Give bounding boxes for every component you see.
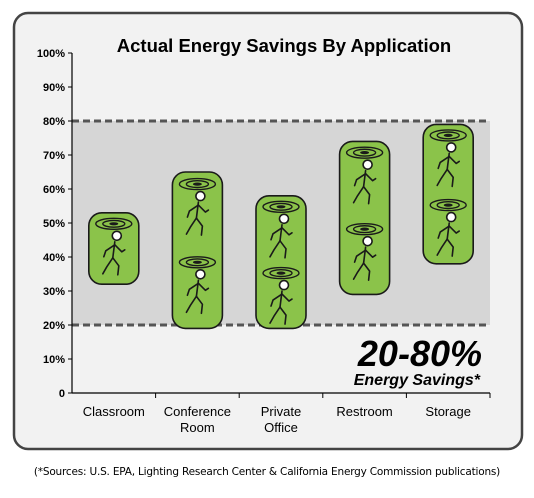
y-tick-label: 0 [59,388,65,400]
motion-sensor-icon [429,129,467,142]
motion-sensor-icon [95,217,133,231]
y-tick-label: 30% [43,286,65,298]
range-pill-restroom [338,140,391,296]
y-tick-label: 90% [43,82,65,94]
range-bar [338,140,391,296]
y-tick-label: 80% [43,116,65,128]
range-pill-classroom [88,212,140,286]
y-tick-label: 20% [43,320,65,332]
walking-person-icon [102,230,126,276]
walking-person-icon [352,235,377,281]
walking-person-icon [436,211,460,257]
y-tick-label: 60% [43,184,65,196]
walking-person-icon [269,279,293,325]
range-pill-storage [422,123,475,265]
range-bar [422,123,475,265]
motion-sensor-icon [262,266,300,280]
x-tick-label: Private [261,404,301,419]
motion-sensor-icon [178,256,217,269]
motion-sensor-icon [345,146,384,159]
motion-sensor-icon [262,200,300,214]
range-bar [255,195,307,330]
x-tick-label: Storage [425,404,471,419]
callout-label: Energy Savings* [354,372,481,389]
x-tick-label: Classroom [83,404,145,419]
walking-person-icon [352,159,377,205]
savings-callout: 20-80% Energy Savings* [354,333,482,389]
range-bar [171,171,224,330]
x-tick-label: Room [180,420,215,435]
y-tick-label: 50% [43,218,65,230]
walking-person-icon [436,142,460,188]
x-tick-label: Restroom [336,404,392,419]
y-tick-label: 40% [43,252,65,264]
callout-value: 20-80% [357,333,482,374]
chart-title: Actual Energy Savings By Application [117,35,451,56]
x-tick-label: Office [264,420,298,435]
sources-footnote: (*Sources: U.S. EPA, Lighting Research C… [33,466,501,478]
y-tick-label: 100% [37,48,65,60]
walking-person-icon [185,190,210,236]
chart-panel: Actual Energy Savings By Application 0 10… [12,11,524,451]
walking-person-icon [269,213,293,259]
plot-area: 0 10% 20% 30% 40% 50% 60% 70% 80% 90% 100% Classroo… [37,48,491,435]
motion-sensor-icon [178,177,217,191]
y-tick-label: 70% [43,150,65,162]
range-pill-private-office [255,195,307,330]
x-tick-label: Conference [164,404,231,419]
motion-sensor-icon [429,198,467,212]
range-pill-conference-room [171,171,224,330]
motion-sensor-icon [345,222,384,236]
y-tick-label: 10% [43,354,65,366]
walking-person-icon [185,268,210,315]
